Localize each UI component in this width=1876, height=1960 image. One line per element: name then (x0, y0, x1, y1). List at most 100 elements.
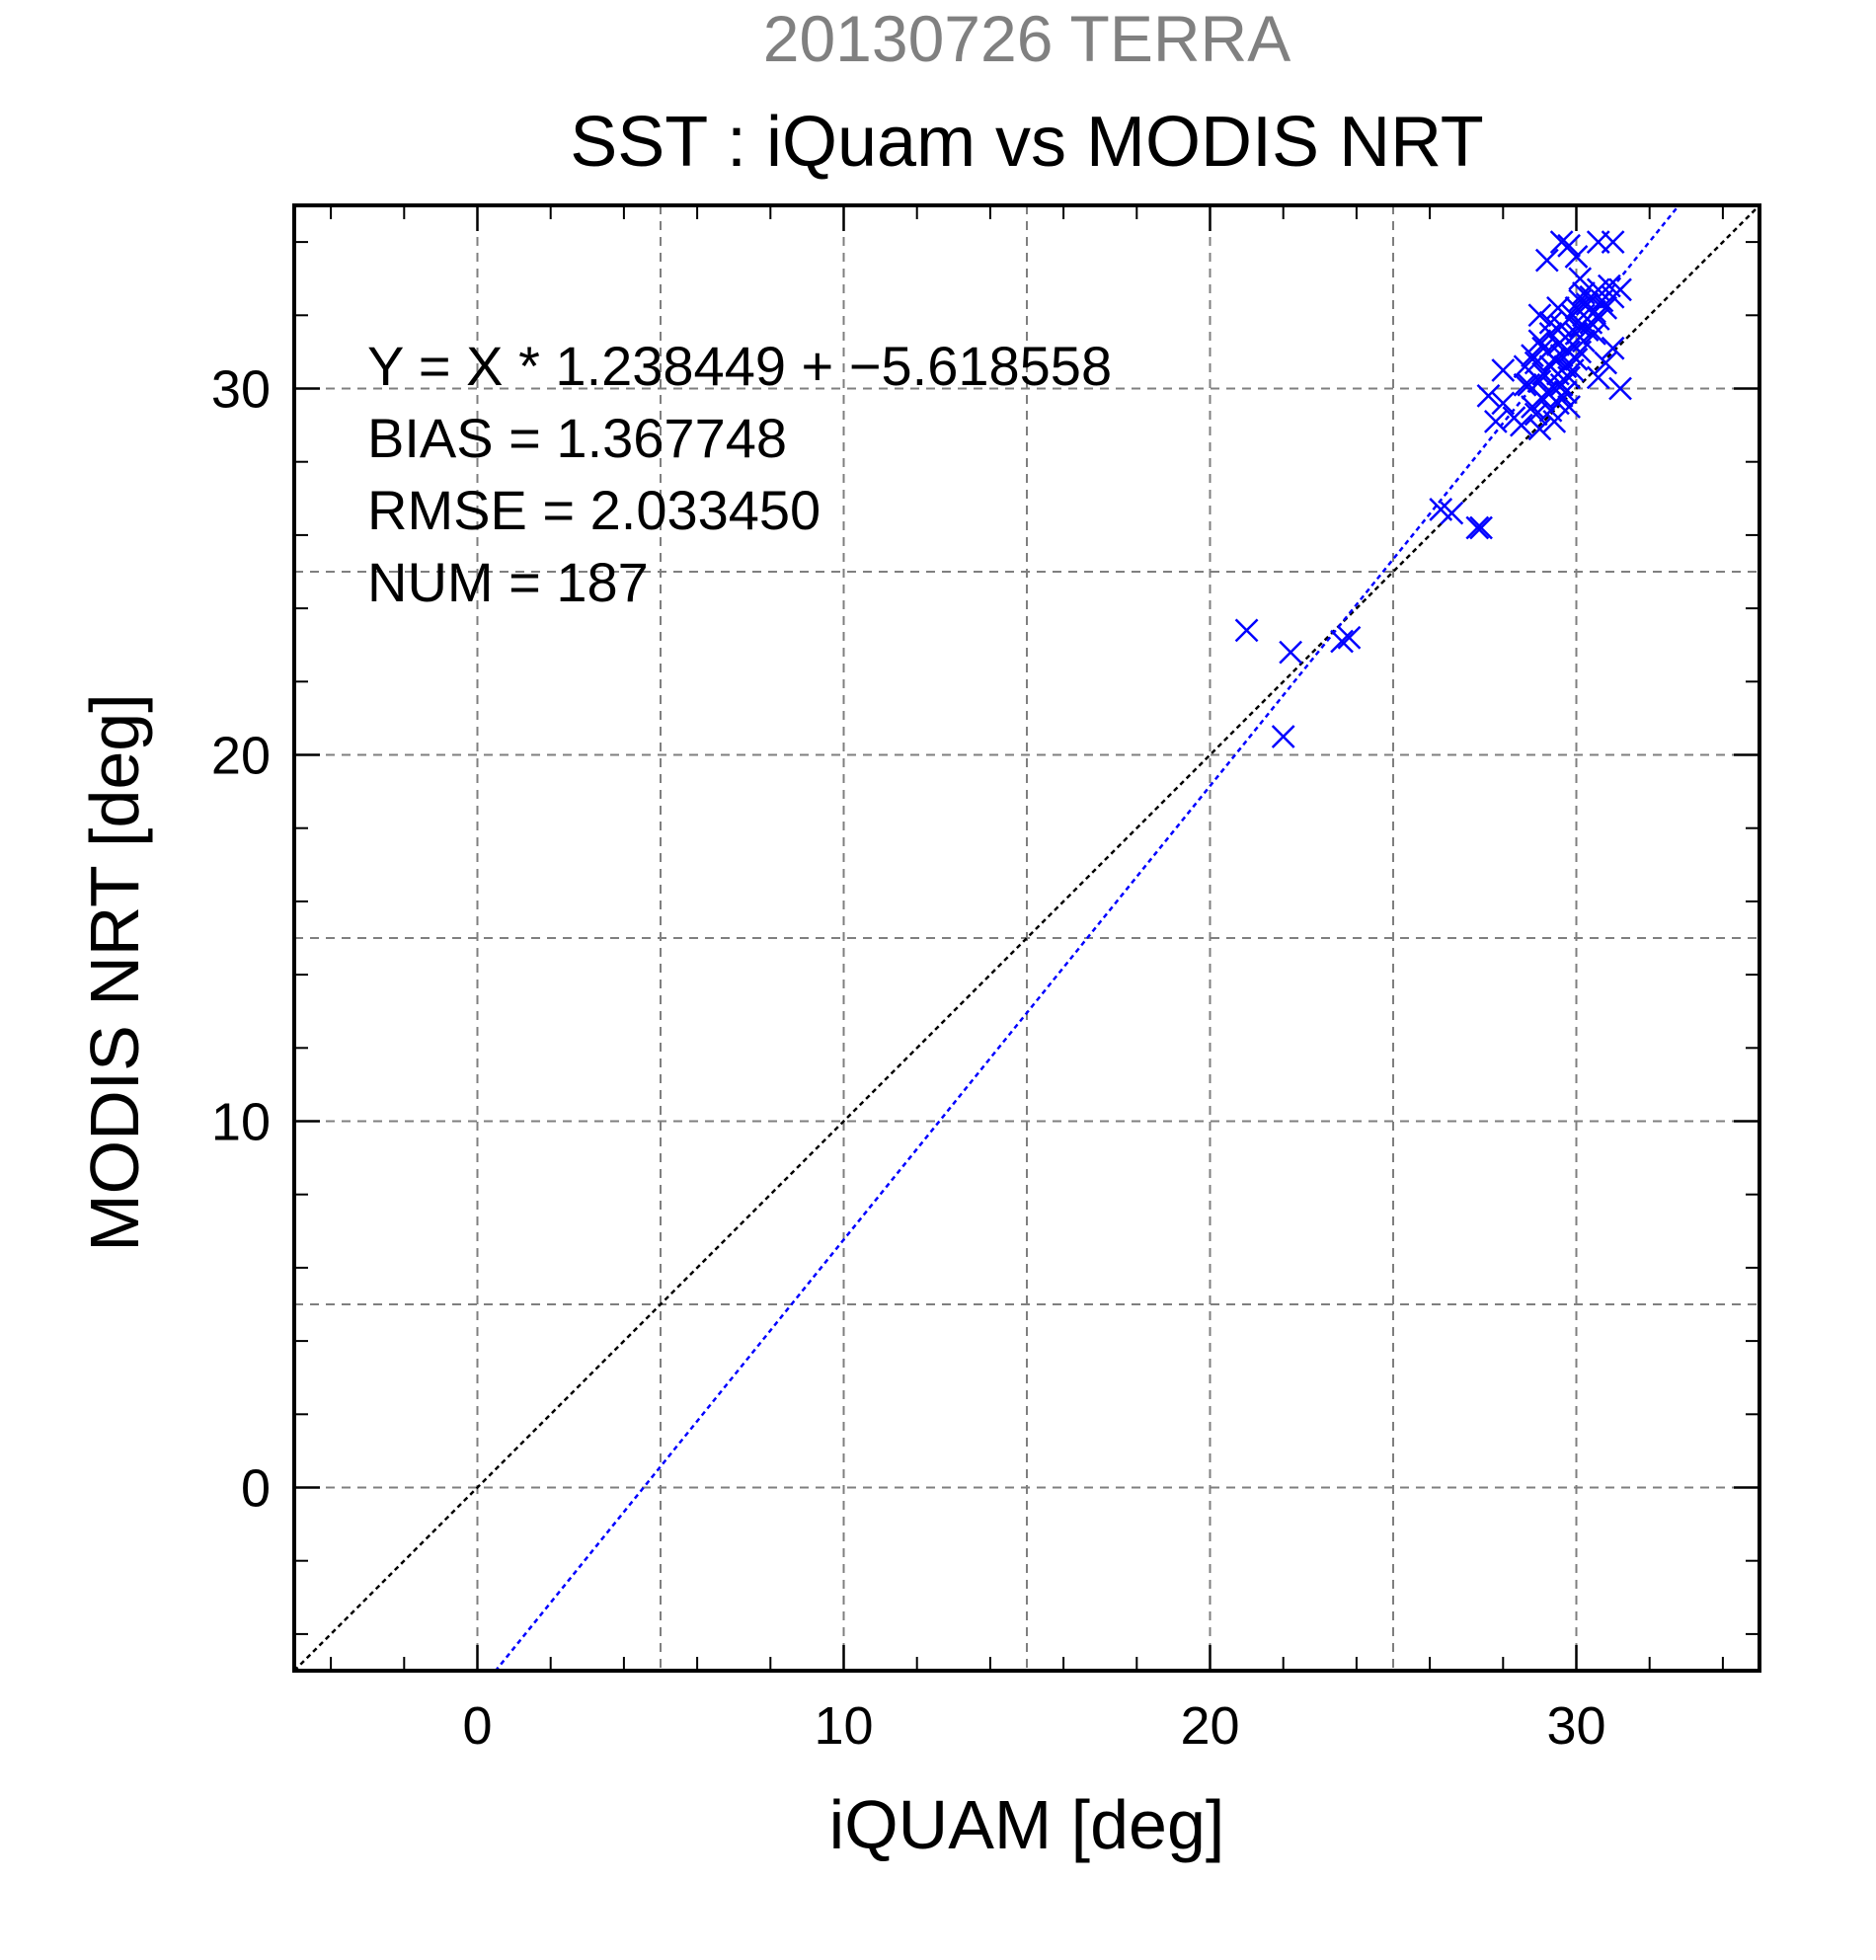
y-axis-label: MODIS NRT [deg] (76, 693, 153, 1251)
data-point (1330, 629, 1354, 654)
data-point (1538, 321, 1563, 346)
data-point (1608, 277, 1632, 302)
data-point-stroke (1572, 281, 1596, 305)
data-point-stroke (1483, 410, 1508, 433)
regression-equation: Y = X * 1.238449 + −5.618558 (367, 335, 1112, 397)
count-label: NUM = 187 (367, 551, 649, 613)
data-point-stroke (1527, 329, 1552, 353)
data-point-stroke (1330, 629, 1354, 654)
y-tick-label: 30 (211, 360, 271, 420)
data-point (1234, 618, 1259, 643)
data-point-stroke (1491, 358, 1516, 382)
data-point (1513, 372, 1537, 397)
data-point (1549, 384, 1574, 408)
data-point (1564, 245, 1589, 269)
data-point (1546, 295, 1570, 320)
chart-subtitle: 20130726 TERRA (763, 2, 1290, 75)
data-point-stroke (1534, 248, 1559, 273)
data-point-stroke (1337, 625, 1362, 650)
data-point (1557, 395, 1581, 419)
data-point-stroke (1564, 245, 1589, 269)
x-axis-label: iQUAM [deg] (829, 1786, 1225, 1863)
data-point (1586, 365, 1610, 390)
data-point-stroke (1527, 303, 1552, 328)
rmse-label: RMSE = 2.033450 (367, 479, 821, 541)
data-point (1564, 347, 1589, 371)
grid (294, 205, 1759, 1671)
data-point (1557, 365, 1581, 390)
data-point (1509, 413, 1533, 437)
data-point-stroke (1549, 230, 1574, 254)
data-point-stroke (1564, 347, 1589, 371)
data-point-stroke (1491, 391, 1516, 416)
data-point-stroke (1538, 321, 1563, 346)
data-point-stroke (1534, 380, 1559, 405)
data-point (1483, 410, 1508, 433)
data-point-stroke (1557, 365, 1581, 390)
data-point-stroke (1586, 307, 1610, 331)
data-point (1491, 358, 1516, 382)
data-point-stroke (1598, 274, 1621, 298)
data-point-stroke (1513, 372, 1537, 397)
data-point (1608, 376, 1632, 401)
data-point-stroke (1527, 369, 1552, 393)
x-tick-label: 0 (462, 1696, 492, 1756)
stats-annotations: Y = X * 1.238449 + −5.618558 BIAS = 1.36… (367, 335, 1112, 613)
data-point (1527, 417, 1552, 441)
tick-labels: 0 10 20 30 0 10 20 30 (211, 360, 1606, 1757)
data-point (1527, 369, 1552, 393)
data-point-stroke (1586, 365, 1610, 390)
data-point-stroke (1476, 384, 1501, 408)
data-point-stroke (1568, 267, 1593, 291)
data-point (1337, 625, 1362, 650)
fit-line (494, 205, 1681, 1671)
data-point-stroke (1234, 618, 1259, 643)
data-point-stroke (1557, 233, 1581, 258)
data-point (1476, 384, 1501, 408)
data-point (1586, 307, 1610, 331)
data-point (1601, 230, 1625, 254)
identity-line (294, 205, 1759, 1671)
data-point-stroke (1601, 230, 1625, 254)
x-tick-label: 10 (814, 1696, 873, 1756)
data-point (1568, 267, 1593, 291)
data-point (1527, 303, 1552, 328)
data-point-stroke (1608, 277, 1632, 302)
data-point (1557, 233, 1581, 258)
data-point-stroke (1546, 391, 1570, 416)
data-point-stroke (1594, 351, 1618, 375)
data-point (1583, 321, 1606, 346)
x-tick-label: 30 (1546, 1696, 1605, 1756)
x-tick-label: 20 (1180, 1696, 1239, 1756)
data-point (1527, 329, 1552, 353)
data-point-stroke (1465, 515, 1490, 540)
data-point-stroke (1531, 336, 1555, 360)
data-point-stroke (1583, 321, 1606, 346)
y-tick-label: 10 (211, 1093, 271, 1152)
data-point-stroke (1538, 310, 1563, 335)
data-point (1594, 295, 1618, 320)
data-point (1469, 515, 1493, 540)
data-point (1279, 640, 1303, 665)
data-points (1234, 230, 1632, 748)
data-point-stroke (1542, 347, 1567, 371)
data-point-stroke (1546, 295, 1570, 320)
plot-frame (292, 203, 1761, 1673)
data-point-stroke (1527, 417, 1552, 441)
data-point (1594, 351, 1618, 375)
data-point (1491, 391, 1516, 416)
axis-ticks (294, 205, 1759, 1671)
data-point (1538, 310, 1563, 335)
y-tick-label: 0 (241, 1459, 271, 1519)
data-point (1440, 501, 1464, 525)
data-point (1531, 336, 1555, 360)
data-point-stroke (1279, 640, 1303, 665)
data-point-stroke (1440, 501, 1464, 525)
data-point-stroke (1549, 384, 1574, 408)
plot-border (292, 203, 1761, 1673)
bias-label: BIAS = 1.367748 (367, 407, 787, 469)
data-point-stroke (1560, 303, 1585, 328)
data-point (1534, 248, 1559, 273)
